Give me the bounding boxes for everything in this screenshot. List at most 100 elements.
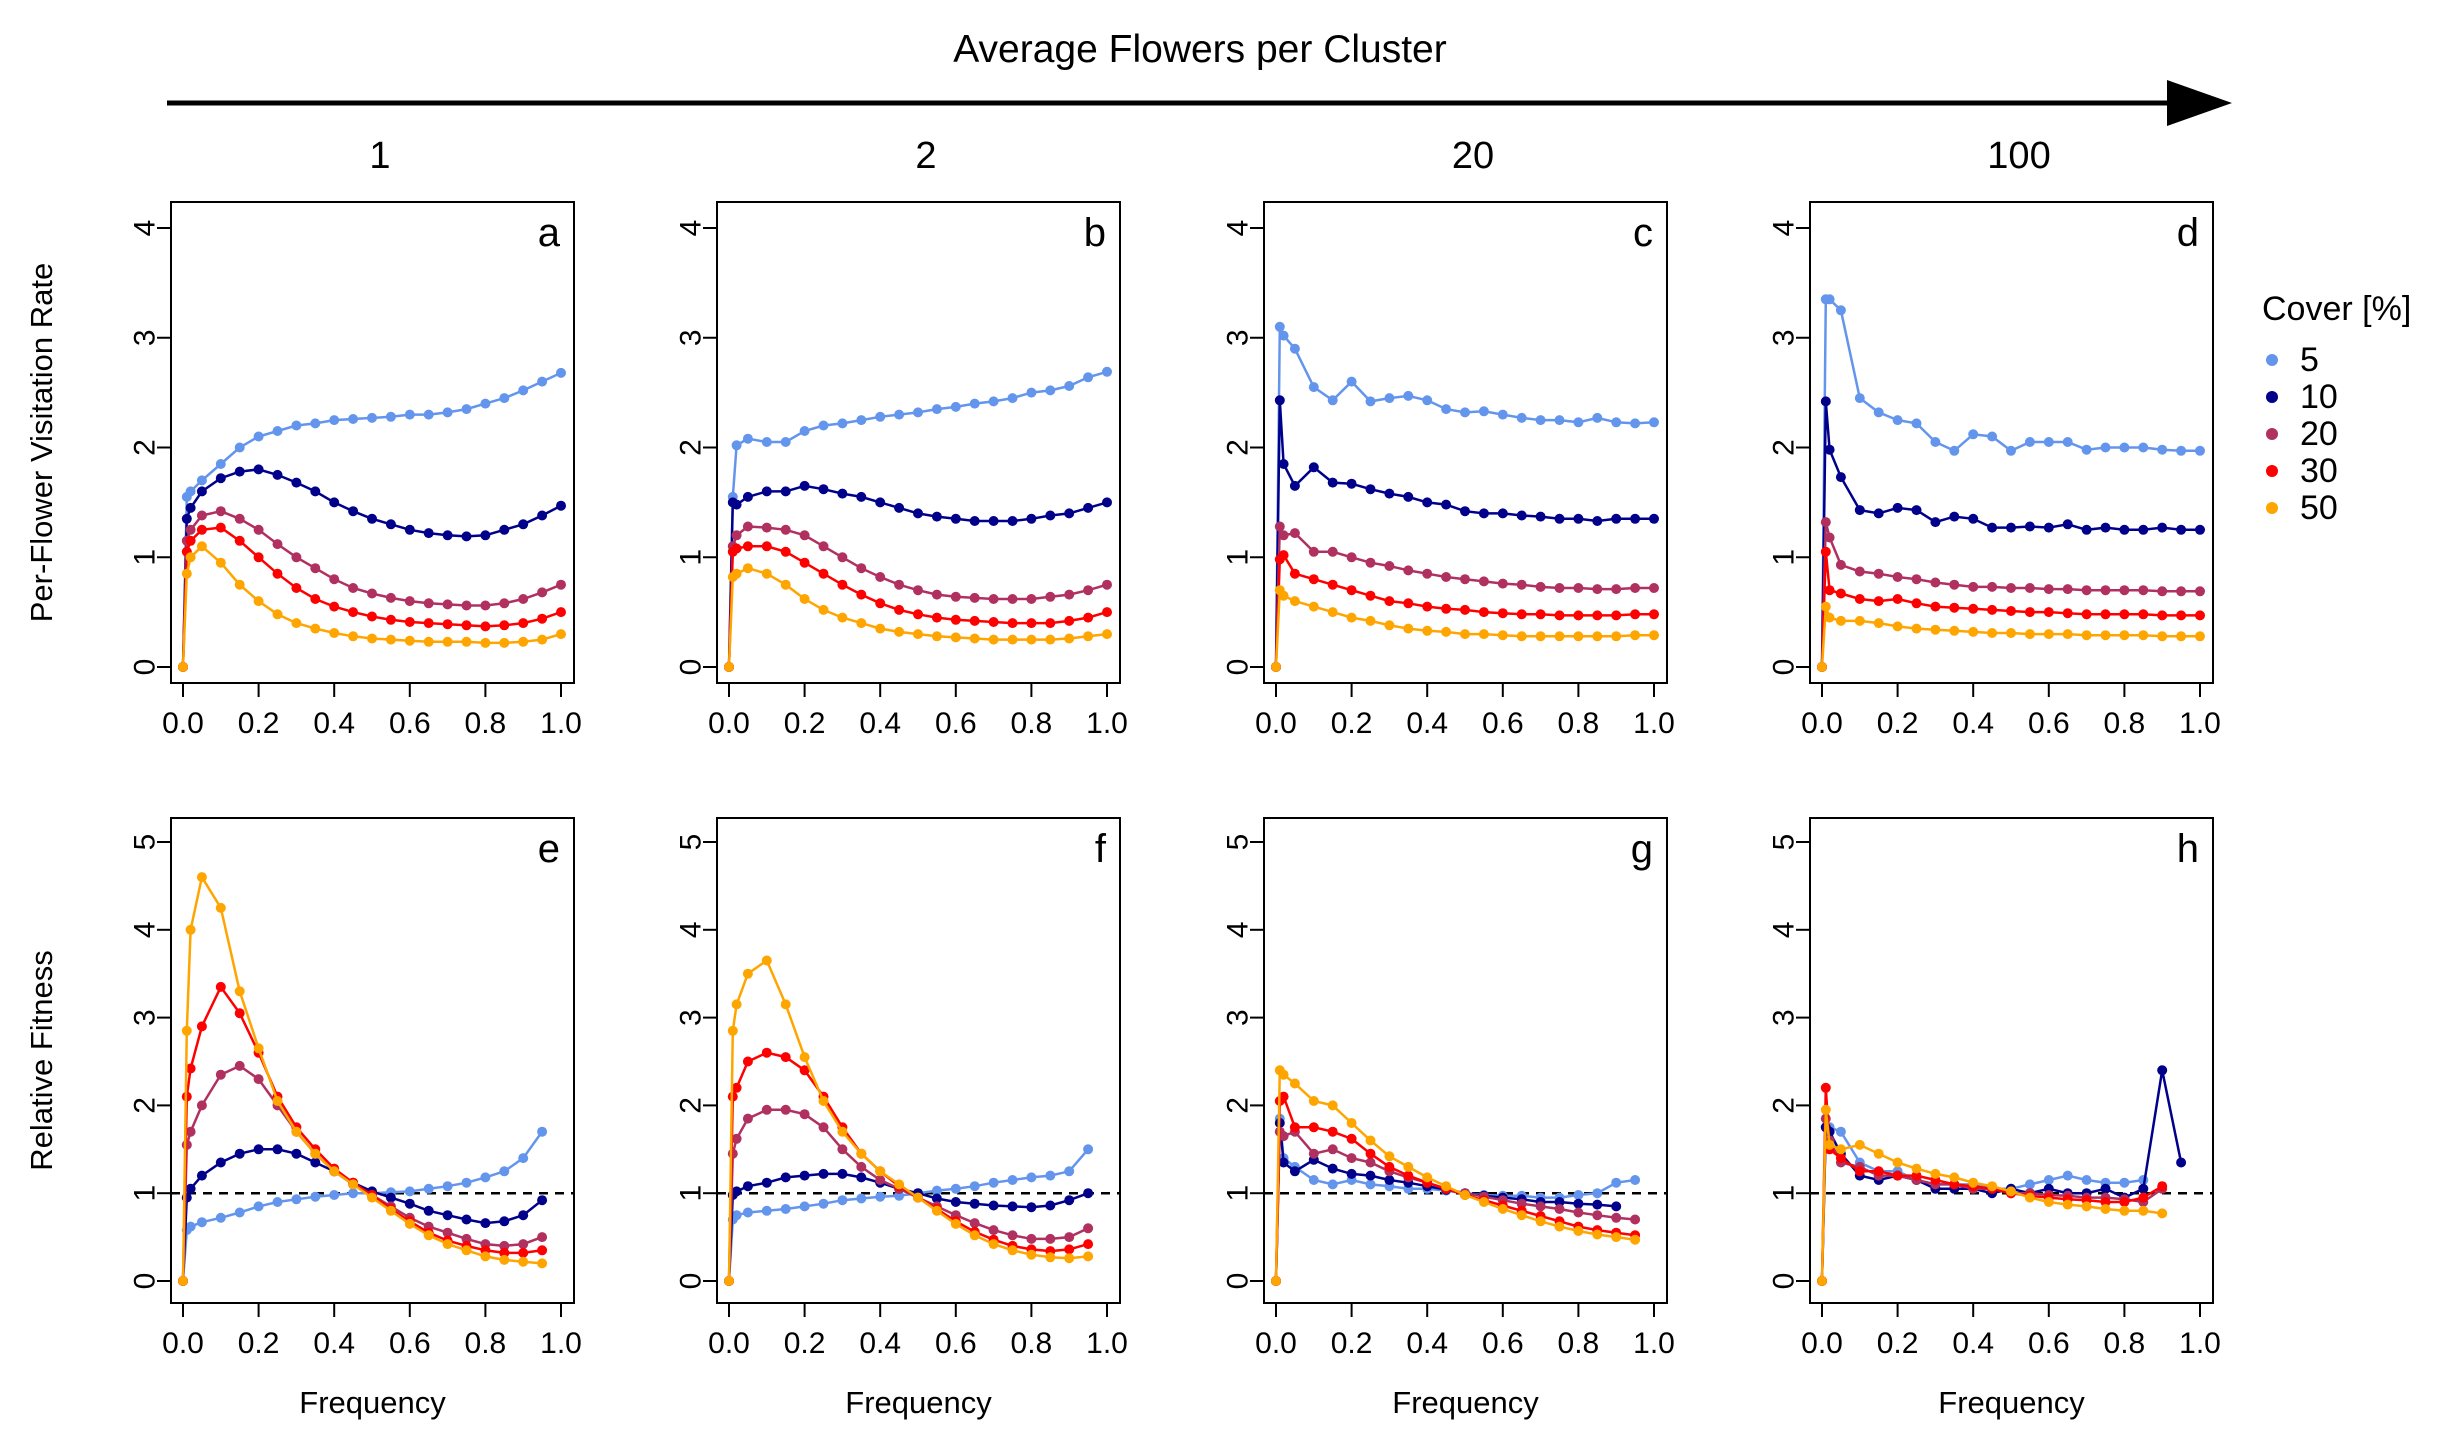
data-point	[742, 968, 753, 979]
data-point	[291, 477, 302, 488]
data-point	[1045, 1252, 1056, 1263]
data-point	[2081, 524, 2092, 535]
data-point	[518, 594, 529, 604]
data-point	[1441, 572, 1452, 582]
data-point	[329, 497, 340, 508]
data-point	[1835, 615, 1846, 626]
data-point	[1083, 1144, 1094, 1155]
data-point	[1892, 415, 1903, 426]
data-point	[2138, 442, 2149, 453]
plot-frame	[170, 817, 575, 1304]
x-tick-label: 0.2	[1877, 1327, 1919, 1360]
data-point	[1820, 546, 1831, 557]
data-point	[780, 1052, 791, 1063]
data-point	[2062, 437, 2073, 447]
data-point	[1278, 1131, 1289, 1142]
data-point	[404, 1186, 415, 1197]
data-point	[1573, 1198, 1584, 1209]
data-point	[1649, 417, 1659, 428]
data-point	[272, 1197, 283, 1207]
data-point	[1911, 1170, 1922, 1181]
x-axis: 0.0 0.2 0.4 0.6 0.8 1.0	[1801, 1303, 2221, 1360]
y-tick-label: 4	[1768, 220, 1801, 237]
data-point	[894, 579, 905, 590]
data-point	[1083, 631, 1094, 642]
y-tick-label: 0	[1768, 659, 1801, 676]
data-point	[2157, 1181, 2168, 1192]
data-point	[731, 440, 742, 451]
data-point	[1968, 626, 1979, 637]
data-point	[2100, 522, 2111, 533]
data-point	[2157, 444, 2168, 455]
data-point	[761, 955, 772, 966]
series-20	[724, 1104, 1094, 1286]
data-point	[742, 541, 753, 552]
data-point	[1365, 1135, 1376, 1146]
y-tick-label: 3	[1222, 329, 1255, 346]
y-axis: 0 1 2 3 4	[1768, 220, 1810, 676]
series-line-50	[1274, 1067, 1636, 1282]
data-point	[1911, 1163, 1922, 1174]
data-point	[1289, 596, 1300, 607]
data-point	[1403, 565, 1414, 576]
data-point	[1611, 1177, 1622, 1188]
data-point	[215, 1212, 226, 1223]
data-point	[480, 600, 491, 611]
data-point	[1592, 1229, 1603, 1240]
series-50	[1271, 1065, 1641, 1286]
data-point	[1026, 618, 1037, 629]
x-tick-label: 0.2	[238, 1327, 280, 1360]
data-point	[556, 629, 566, 640]
data-point	[196, 541, 207, 552]
data-point	[1611, 1201, 1622, 1212]
data-point	[1611, 513, 1622, 524]
data-point	[1083, 612, 1094, 623]
data-point	[423, 528, 434, 539]
panel-letter: a	[538, 211, 561, 255]
series-20	[1817, 517, 2205, 672]
x-tick-label: 0.0	[1255, 707, 1297, 740]
data-point	[2043, 1197, 2054, 1207]
data-point	[818, 1168, 829, 1179]
data-point	[215, 473, 226, 484]
data-point	[518, 1210, 529, 1221]
plot-frame	[170, 201, 575, 684]
y-tick-label: 4	[675, 921, 708, 938]
data-point	[1592, 631, 1603, 642]
data-point	[2006, 628, 2016, 638]
data-point	[196, 510, 207, 521]
data-point	[1327, 395, 1338, 406]
data-point	[950, 614, 961, 625]
data-point	[837, 612, 848, 623]
data-point	[1384, 1151, 1395, 1162]
data-point	[480, 621, 491, 632]
y-tick-label: 3	[1768, 329, 1801, 346]
data-point	[1308, 1122, 1319, 1133]
data-point	[731, 1133, 742, 1144]
data-point	[1083, 1239, 1094, 1250]
data-point	[1949, 579, 1960, 590]
data-point	[780, 437, 791, 447]
data-point	[780, 999, 791, 1010]
data-point	[253, 1201, 264, 1212]
data-point	[404, 635, 415, 646]
data-point	[761, 1047, 772, 1058]
data-point	[1892, 621, 1903, 632]
data-point	[185, 1183, 196, 1194]
data-point	[1007, 634, 1018, 645]
data-point	[1497, 1204, 1508, 1214]
data-point	[2176, 631, 2187, 642]
data-point	[234, 986, 245, 997]
data-point	[2081, 609, 2092, 620]
data-point	[185, 1221, 196, 1232]
data-point	[799, 1052, 810, 1063]
data-point	[1630, 630, 1641, 641]
data-point	[1535, 581, 1546, 592]
data-point	[185, 552, 196, 563]
data-point	[1820, 396, 1831, 407]
series-20	[724, 521, 1112, 672]
data-point	[1949, 602, 1960, 613]
x-tick-label: 1.0	[1633, 1327, 1675, 1360]
data-point	[480, 637, 491, 648]
data-point	[1854, 594, 1865, 604]
